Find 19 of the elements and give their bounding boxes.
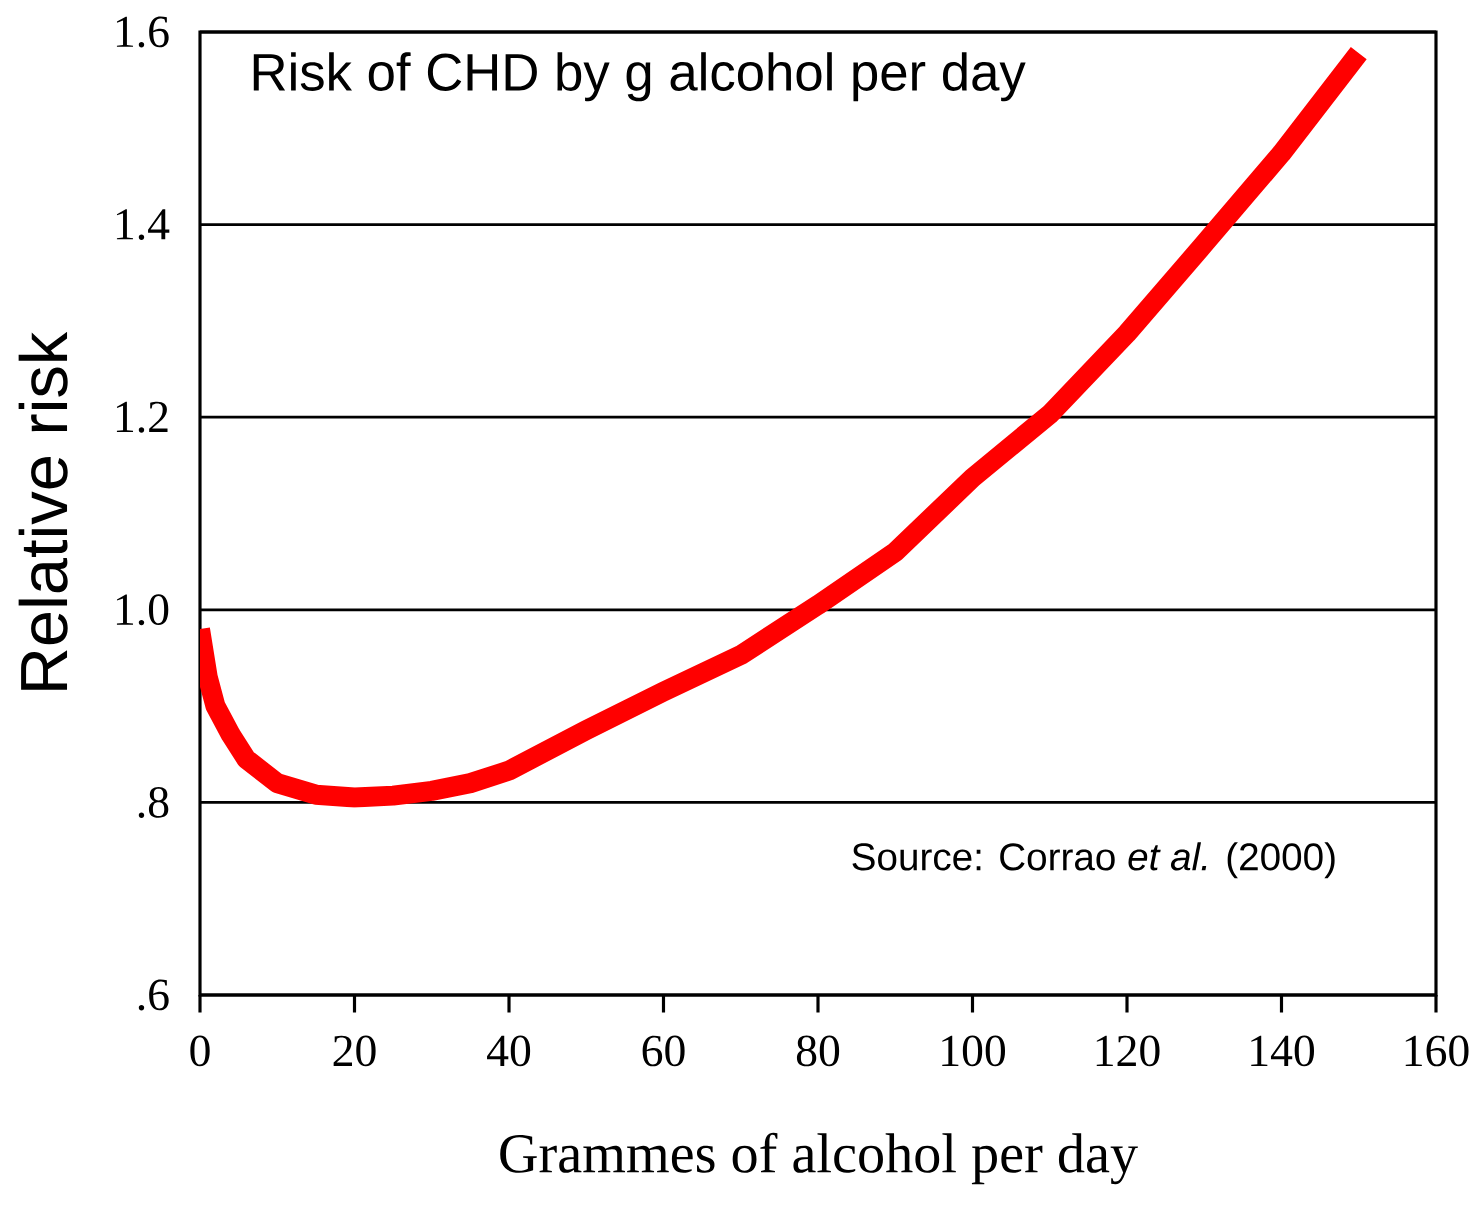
chart-title: Risk of CHD by g alcohol per day bbox=[253, 52, 1026, 102]
x-tick-label: 20 bbox=[333, 1035, 376, 1067]
x-tick-label: 60 bbox=[642, 1035, 685, 1067]
x-tick-label: 100 bbox=[942, 1035, 1006, 1067]
x-tick-label: 120 bbox=[1096, 1035, 1160, 1067]
x-tick-label: 160 bbox=[1405, 1035, 1469, 1067]
x-tick-label: 140 bbox=[1251, 1035, 1315, 1067]
x-axis-title: Grammes of alcohol per day bbox=[500, 1132, 1138, 1185]
x-tick-label: 40 bbox=[487, 1035, 531, 1067]
y-axis-title: Relative risk bbox=[18, 331, 68, 690]
x-tick-label: 0 bbox=[190, 1035, 210, 1067]
y-tick-label: .8 bbox=[138, 786, 169, 818]
y-tick-label: 1.6 bbox=[116, 16, 169, 48]
x-tick-label: 80 bbox=[796, 1035, 840, 1067]
y-tick-label: 1.2 bbox=[116, 401, 168, 433]
y-tick-label: .6 bbox=[138, 979, 169, 1011]
y-tick-label: 1.4 bbox=[116, 209, 170, 241]
annotation: Source: Corrao et al. (2000) bbox=[852, 842, 1335, 879]
y-tick-label: 1.0 bbox=[116, 594, 169, 626]
